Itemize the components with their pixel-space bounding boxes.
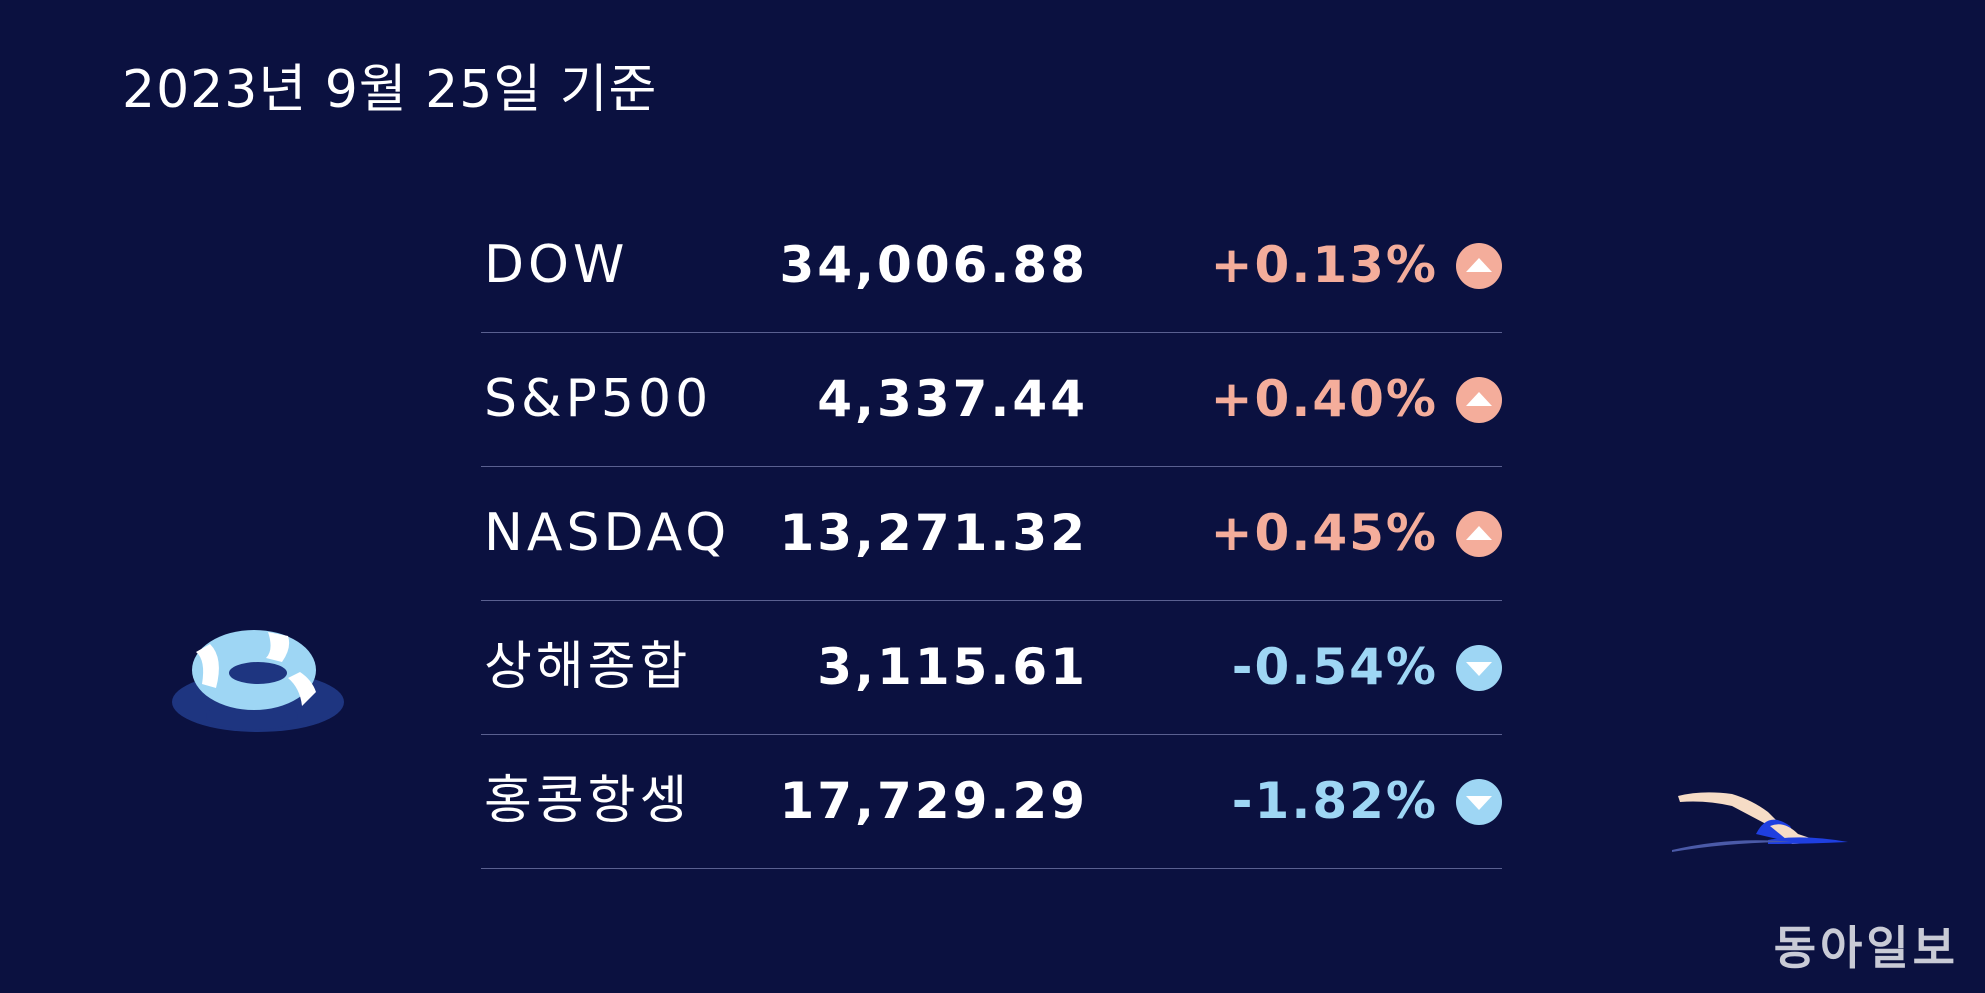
index-change: -0.54%	[1231, 638, 1438, 696]
index-change: +0.13%	[1210, 236, 1438, 294]
arrow-up-icon	[1456, 511, 1502, 557]
logo: 동아일보	[1773, 921, 1959, 975]
arrow-down-icon	[1456, 779, 1502, 825]
arrow-up-icon	[1456, 377, 1502, 423]
index-name: 상해종합	[484, 637, 692, 697]
date-label: 2023년 9월 25일 기준	[122, 60, 658, 120]
index-value: 13,271.32	[779, 504, 1088, 562]
arrow-down-icon	[1456, 645, 1502, 691]
index-table: DOW 34,006.88 +0.13% S&P500 4,337.44 +0.…	[481, 199, 1502, 869]
index-value: 3,115.61	[817, 638, 1088, 696]
arrow-up-icon	[1456, 243, 1502, 289]
index-name: 홍콩항셍	[484, 771, 692, 831]
index-value: 34,006.88	[779, 236, 1088, 294]
index-row-shanghai: 상해종합 3,115.61 -0.54%	[481, 601, 1502, 735]
swim-ring-icon	[170, 628, 346, 744]
index-change: +0.40%	[1210, 370, 1438, 428]
index-change: -1.82%	[1231, 772, 1438, 830]
index-name: S&P500	[484, 369, 713, 429]
index-value: 4,337.44	[817, 370, 1088, 428]
index-row-sp500: S&P500 4,337.44 +0.40%	[481, 333, 1502, 467]
index-value: 17,729.29	[779, 772, 1088, 830]
index-change: +0.45%	[1210, 504, 1438, 562]
index-name: NASDAQ	[484, 503, 731, 563]
swimmer-icon	[1672, 790, 1852, 860]
index-row-dow: DOW 34,006.88 +0.13%	[481, 199, 1502, 333]
index-name: DOW	[484, 235, 629, 295]
index-row-nasdaq: NASDAQ 13,271.32 +0.45%	[481, 467, 1502, 601]
index-row-hangseng: 홍콩항셍 17,729.29 -1.82%	[481, 735, 1502, 869]
